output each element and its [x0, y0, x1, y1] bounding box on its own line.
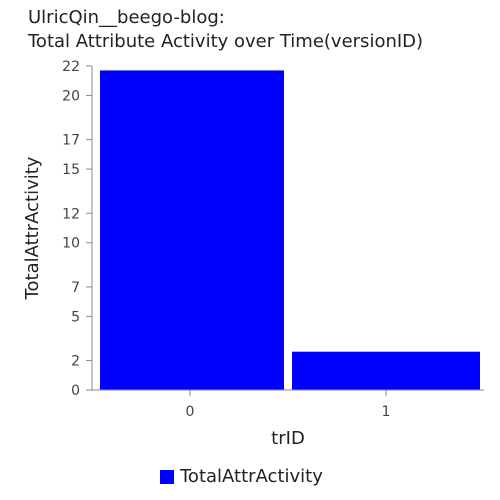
y-tick-label: 20: [62, 88, 80, 104]
y-tick-label: 22: [62, 59, 80, 75]
x-tick-label: 0: [186, 404, 195, 420]
y-tick-label: 5: [71, 309, 80, 325]
bar: [292, 351, 480, 390]
x-axis-title: trID: [271, 428, 305, 449]
y-tick-label: 12: [62, 206, 80, 222]
y-tick-label: 17: [62, 133, 80, 149]
y-tick-label: 10: [62, 236, 80, 252]
legend: TotalAttrActivity: [160, 466, 323, 487]
y-tick-label: 7: [71, 280, 80, 296]
chart-title-line2: Total Attribute Activity over Time(versi…: [28, 31, 424, 52]
y-tick-label: 15: [62, 162, 80, 178]
y-tick-label: 2: [71, 354, 80, 370]
y-tick-label: 0: [71, 383, 80, 399]
bars: [100, 70, 480, 390]
legend-label: TotalAttrActivity: [180, 466, 323, 487]
y-axis: 0 2 5 7 10 12 15 17 20 22: [62, 59, 92, 399]
bar: [100, 70, 284, 390]
chart-title-line1: UlricQin__beego-blog:: [28, 7, 225, 28]
y-axis-title: TotalAttrActivity: [22, 156, 43, 300]
legend-swatch: [160, 469, 174, 484]
chart-title: UlricQin__beego-blog: Total Attribute Ac…: [28, 6, 423, 54]
x-tick-label: 1: [382, 404, 391, 420]
